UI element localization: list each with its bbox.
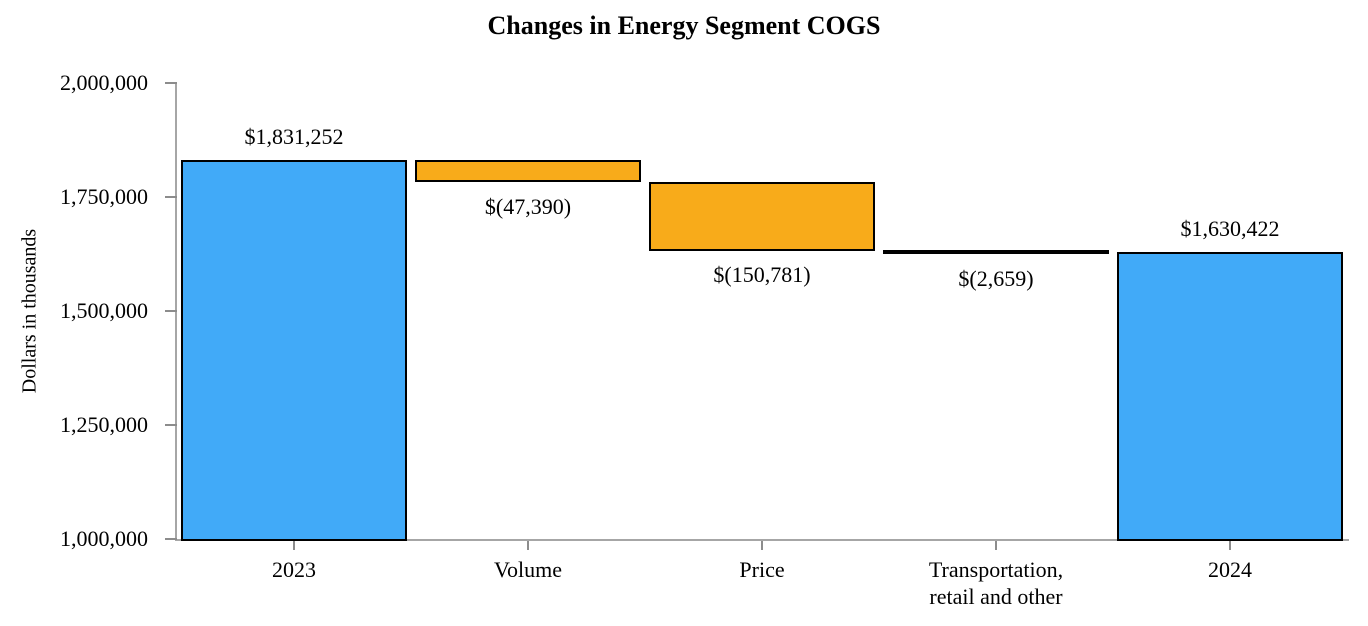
bar-value-label: $(47,390) xyxy=(484,194,572,219)
chart-title: Changes in Energy Segment COGS xyxy=(487,11,881,40)
x-tick-mark xyxy=(1229,541,1231,550)
bar-total-4 xyxy=(1117,252,1343,541)
y-tick-label: 1,750,000 xyxy=(60,184,148,209)
x-category-label-0: 2023 xyxy=(272,557,316,582)
y-tick-mark xyxy=(165,196,177,198)
bar-decrease-1 xyxy=(415,160,641,182)
bar-total-0 xyxy=(181,160,407,541)
x-category-label-1: Volume xyxy=(493,557,563,582)
x-axis-line xyxy=(175,539,1349,541)
bar-value-label: $1,630,422 xyxy=(1180,216,1280,241)
y-tick-mark xyxy=(165,538,177,540)
bar-value-label: $(150,781) xyxy=(713,262,811,287)
y-tick-label: 1,250,000 xyxy=(60,412,148,437)
y-tick-label: 1,500,000 xyxy=(60,298,148,323)
x-category-label-2: Price xyxy=(739,557,785,582)
x-category-label-4: 2024 xyxy=(1208,557,1252,582)
bar-value-label: $1,831,252 xyxy=(244,124,344,149)
x-category-label-3: Transportation, retail and other xyxy=(928,557,1064,609)
bar-decrease-2 xyxy=(649,182,875,251)
bar-decrease-3 xyxy=(883,250,1109,254)
bar-value-label: $(2,659) xyxy=(958,266,1034,291)
y-tick-label: 2,000,000 xyxy=(60,70,148,95)
x-tick-mark xyxy=(761,541,763,550)
y-tick-mark xyxy=(165,310,177,312)
x-tick-mark xyxy=(527,541,529,550)
y-axis-line xyxy=(175,83,177,541)
y-tick-mark xyxy=(165,424,177,426)
y-tick-label: 1,000,000 xyxy=(60,526,148,551)
y-tick-mark xyxy=(165,82,177,84)
x-tick-mark xyxy=(293,541,295,550)
x-tick-mark xyxy=(995,541,997,550)
